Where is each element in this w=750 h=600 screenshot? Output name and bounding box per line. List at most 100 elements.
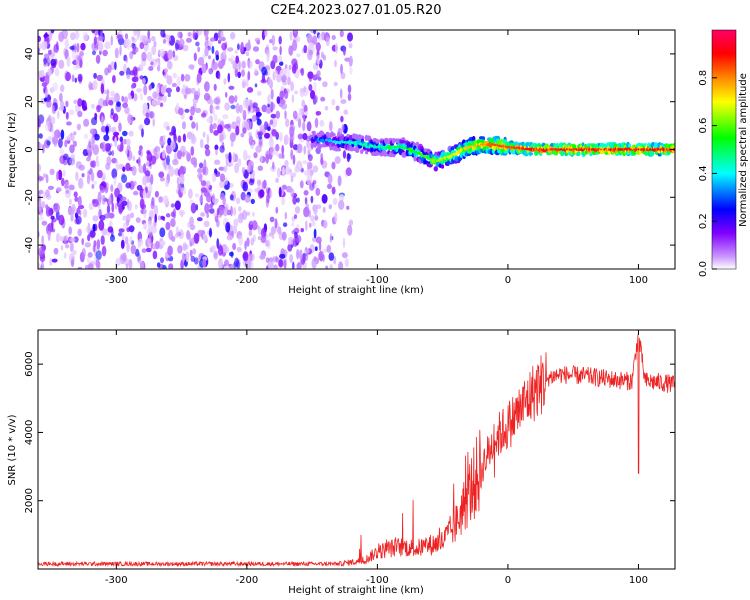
noise-blob (279, 69, 284, 77)
noise-blob (125, 56, 128, 64)
noise-blob (332, 197, 338, 206)
noise-blob (203, 166, 209, 176)
noise-blob (95, 54, 101, 64)
noise-blob (290, 188, 295, 198)
noise-blob (71, 74, 75, 83)
noise-blob (315, 73, 319, 78)
noise-blob (325, 265, 329, 269)
noise-blob (125, 162, 131, 172)
noise-blob (310, 215, 315, 222)
y-tick-label: 6000 (24, 351, 35, 376)
noise-blob (229, 132, 236, 143)
noise-blob (329, 233, 333, 243)
noise-blob (68, 109, 75, 115)
noise-blob (308, 42, 314, 50)
noise-blob (118, 30, 122, 35)
track-blob (650, 150, 655, 156)
noise-blob (157, 57, 161, 68)
track-blob (310, 143, 314, 149)
noise-blob (224, 177, 228, 186)
noise-blob (100, 83, 105, 95)
noise-blob (130, 84, 135, 89)
noise-blob (118, 228, 125, 233)
noise-blob (291, 64, 297, 74)
noise-blob (265, 107, 272, 114)
noise-blob (270, 88, 274, 100)
noise-blob (190, 87, 196, 94)
noise-blob (95, 250, 102, 261)
noise-blob (265, 240, 270, 247)
noise-blob (309, 183, 315, 191)
noise-blob (347, 32, 353, 42)
noise-blob (189, 249, 193, 258)
noise-blob (170, 140, 176, 151)
track-blob (337, 131, 341, 138)
noise-blob (145, 170, 151, 177)
noise-blob (91, 134, 96, 146)
noise-blob (81, 238, 84, 246)
noise-blob (38, 189, 44, 195)
noise-blob (270, 113, 277, 119)
noise-blob (73, 191, 78, 198)
noise-blob (105, 125, 110, 133)
noise-blob (69, 237, 76, 242)
noise-blob (296, 53, 301, 58)
noise-blob (62, 169, 66, 178)
noise-blob (209, 203, 214, 209)
noise-blob (144, 117, 151, 126)
noise-blob (99, 185, 104, 191)
track-blob (395, 138, 400, 144)
noise-blob (185, 37, 192, 43)
noise-blob (188, 64, 195, 70)
noise-blob (274, 218, 278, 229)
noise-blob (227, 47, 234, 52)
noise-blob (182, 242, 187, 252)
noise-blob (162, 95, 167, 103)
noise-blob (139, 198, 145, 210)
noise-blob (190, 134, 197, 145)
noise-blob (210, 99, 214, 105)
track-blob (451, 149, 457, 154)
noise-blob (165, 221, 171, 231)
noise-blob (280, 98, 286, 105)
noise-blob (335, 105, 340, 111)
noise-blob (293, 214, 298, 220)
noise-blob (65, 244, 70, 249)
noise-blob (319, 119, 325, 127)
noise-blob (285, 118, 290, 128)
noise-blob (285, 166, 291, 176)
track-blob (331, 132, 336, 137)
noise-blob (91, 30, 96, 34)
noise-blob (77, 98, 83, 107)
noise-blob (125, 39, 132, 50)
noise-blob (344, 258, 349, 268)
noise-blob (234, 49, 238, 55)
noise-blob (92, 80, 98, 90)
noise-blob (297, 133, 304, 140)
noise-blob (246, 237, 250, 247)
noise-blob (171, 236, 176, 242)
noise-blob (255, 145, 262, 153)
noise-blob (251, 220, 258, 231)
noise-blob (292, 195, 297, 205)
noise-blob (73, 140, 77, 148)
x-tick-label: 0 (505, 575, 511, 586)
noise-blob (314, 117, 319, 128)
noise-blob (341, 252, 348, 259)
noise-blob (243, 149, 248, 161)
noise-blob (303, 206, 310, 218)
noise-blob (93, 36, 97, 45)
noise-blob (192, 30, 196, 39)
noise-blob (41, 201, 46, 209)
noise-blob (221, 58, 226, 66)
noise-blob (41, 82, 48, 87)
noise-blob (320, 152, 323, 159)
noise-blob (182, 151, 185, 158)
noise-blob (219, 180, 225, 189)
noise-blob (69, 157, 76, 166)
x-tick-label: -300 (105, 575, 128, 586)
noise-blob (125, 263, 129, 269)
noise-blob (261, 180, 265, 189)
noise-blob (129, 180, 135, 190)
noise-blob (252, 211, 255, 217)
